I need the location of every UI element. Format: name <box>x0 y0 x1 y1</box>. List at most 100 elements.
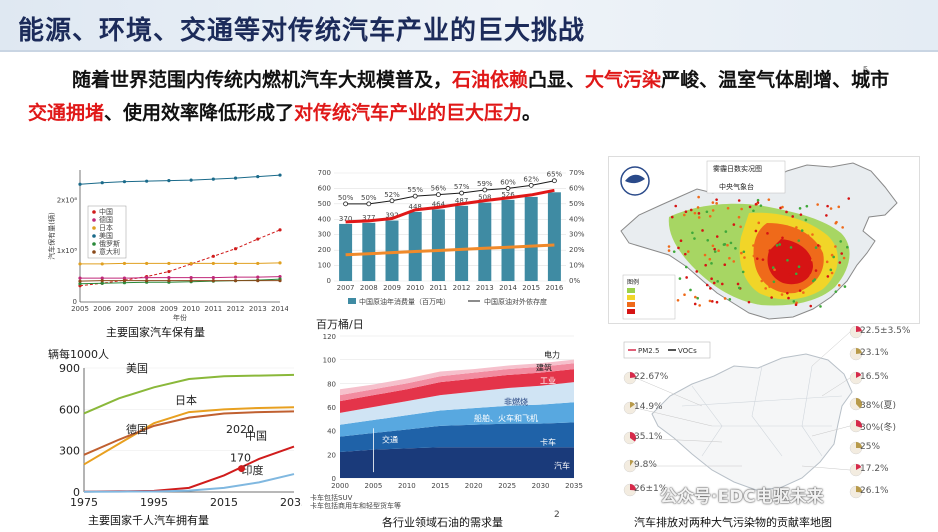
haze-dot <box>798 207 802 210</box>
haze-dot <box>799 213 803 216</box>
haze-dot <box>781 205 784 209</box>
data-point <box>505 186 511 191</box>
pie-slice <box>630 432 636 442</box>
bar-label: 448 <box>409 203 422 211</box>
series-line <box>83 410 295 456</box>
leader-line <box>821 377 851 397</box>
series-line <box>79 229 281 287</box>
data-point <box>256 237 260 241</box>
series-line <box>79 174 281 185</box>
haze-dot <box>825 214 828 217</box>
data-point <box>78 282 82 286</box>
data-point <box>211 276 215 280</box>
x-tick-label: 2005 <box>71 305 89 313</box>
bar-label: 487 <box>455 197 468 205</box>
haze-dot <box>743 256 746 259</box>
haze-dot <box>778 243 782 246</box>
haze-dot <box>708 214 712 218</box>
haze-dot <box>798 289 802 292</box>
haze-dot <box>790 273 793 277</box>
y-axis-label: 辆每1000人 <box>48 347 109 361</box>
pie-label: 26.1% <box>860 486 889 496</box>
data-point <box>256 175 260 179</box>
legend-label: 意大利 <box>99 247 120 256</box>
haze-dot <box>809 304 813 308</box>
haze-dot <box>711 209 715 212</box>
haze-dot <box>816 203 819 206</box>
watermark: 公众号·EDC电驱未来 <box>660 487 824 507</box>
data-point <box>233 275 238 279</box>
bar <box>478 202 492 281</box>
haze-dot <box>829 207 833 210</box>
series-label: 工业 <box>540 375 556 385</box>
data-point <box>167 179 171 183</box>
data-point <box>122 279 127 283</box>
y-tick-label: 80 <box>327 380 336 388</box>
data-point <box>233 247 238 251</box>
x-tick-label: 2035 <box>280 496 302 509</box>
haze-dot <box>826 275 830 278</box>
haze-dot <box>780 293 784 296</box>
x-tick-label: 2013 <box>249 305 267 313</box>
series-label: 德国 <box>126 422 148 436</box>
haze-dot <box>802 291 805 294</box>
x-tick-label: 2008 <box>138 305 156 313</box>
map-legend-title: 图例 <box>627 278 639 286</box>
leader-line <box>801 465 851 471</box>
y-tick-label: 0 <box>327 277 331 285</box>
data-point <box>366 201 372 207</box>
pie-label: 17.2% <box>860 464 889 474</box>
haze-dot <box>739 225 742 229</box>
y-tick-label: 0 <box>332 475 336 483</box>
y-tick-label: 0 <box>73 486 80 499</box>
pie-slice <box>856 442 862 448</box>
haze-dot <box>698 304 701 307</box>
haze-dot <box>696 206 700 209</box>
haze-dot <box>689 208 693 212</box>
haze-dot <box>726 206 730 210</box>
data-point <box>233 261 238 266</box>
data-point <box>167 261 171 266</box>
data-point <box>343 201 348 207</box>
y-tick-label: 300 <box>318 231 331 239</box>
pie-slice <box>856 398 862 409</box>
pie-label: 30%(冬) <box>860 423 897 433</box>
page-title: 能源、环境、交通等对传统汽车产业的巨大挑战 <box>18 16 586 46</box>
y-tick-label: 0 <box>73 298 77 306</box>
haze-dot <box>697 195 700 199</box>
legend-label: 中国原油年消费量（百万吨） <box>359 297 450 306</box>
bar <box>501 199 515 281</box>
haze-dot <box>723 297 727 300</box>
cursor-icon: ↖ <box>862 62 873 76</box>
haze-dot <box>835 220 838 224</box>
x-tick-label: 2010 <box>398 482 416 490</box>
pie-label: 14.9% <box>634 402 663 412</box>
bar <box>339 223 353 281</box>
haze-dot <box>781 236 784 240</box>
pct-label: 59% <box>477 180 493 188</box>
haze-dot <box>716 280 719 283</box>
haze-dot <box>785 210 788 214</box>
series-label: 中国 <box>245 430 267 443</box>
haze-dot <box>843 285 847 288</box>
pct-label: 55% <box>407 186 423 194</box>
map-subheader: 中央气象台 <box>719 182 754 191</box>
data-point <box>278 228 282 232</box>
x-tick-label: 2008 <box>360 284 378 292</box>
oil-demand-caption: 各行业领域石油的需求量 <box>382 516 503 529</box>
haze-dot <box>797 265 801 268</box>
haze-dot <box>767 198 771 201</box>
haze-dot <box>809 274 813 277</box>
data-point <box>211 254 215 258</box>
haze-dot <box>770 296 773 299</box>
haze-dot <box>791 215 795 218</box>
y2-tick-label: 30% <box>569 231 585 239</box>
highlight-pressure: 对传统汽车产业的巨大压力 <box>294 102 523 124</box>
highlight-oil: 石油依赖 <box>452 69 529 91</box>
legend-label: 德国 <box>99 215 113 224</box>
data-point <box>100 279 104 283</box>
haze-dot <box>710 277 713 281</box>
haze-dot <box>826 204 829 208</box>
haze-dot <box>705 283 709 287</box>
data-point <box>211 177 215 181</box>
